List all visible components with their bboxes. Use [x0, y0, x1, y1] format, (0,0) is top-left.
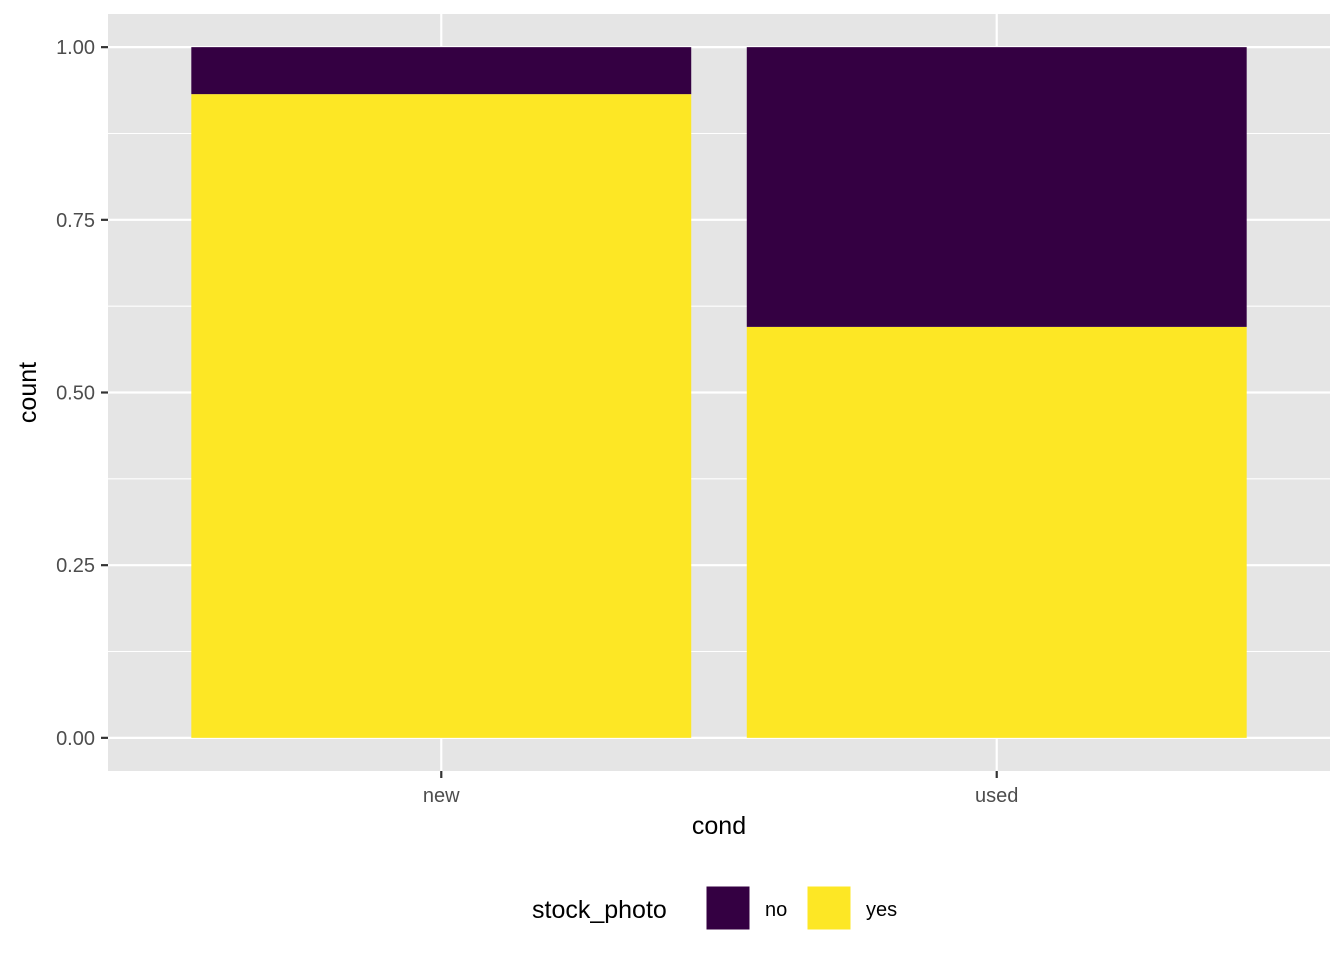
y-tick-label: 0.00	[56, 728, 95, 750]
y-tick-label: 1.00	[56, 37, 95, 59]
x-tick-label: used	[975, 785, 1018, 807]
bar-used-no	[746, 47, 1247, 327]
legend-key-yes	[806, 885, 852, 931]
y-tick-label: 0.75	[56, 210, 95, 232]
x-axis-title: cond	[692, 812, 746, 840]
y-tick-label: 0.50	[56, 383, 95, 405]
y-axis-title: count	[14, 362, 42, 423]
legend-label-no: no	[765, 899, 787, 921]
legend: stock_photo no yes	[532, 885, 897, 931]
legend-title: stock_photo	[532, 896, 667, 924]
bar-new-yes	[191, 94, 692, 738]
bars	[191, 47, 1247, 738]
y-tick-label: 0.25	[56, 555, 95, 577]
x-tick-label: new	[423, 785, 460, 807]
legend-label-yes: yes	[866, 899, 897, 921]
x-axis: new used	[423, 771, 1018, 807]
y-axis: 0.00 0.25 0.50 0.75 1.00	[56, 37, 108, 750]
bar-used-yes	[746, 326, 1247, 738]
bar-new-no	[191, 47, 692, 95]
legend-key-no	[705, 885, 751, 931]
